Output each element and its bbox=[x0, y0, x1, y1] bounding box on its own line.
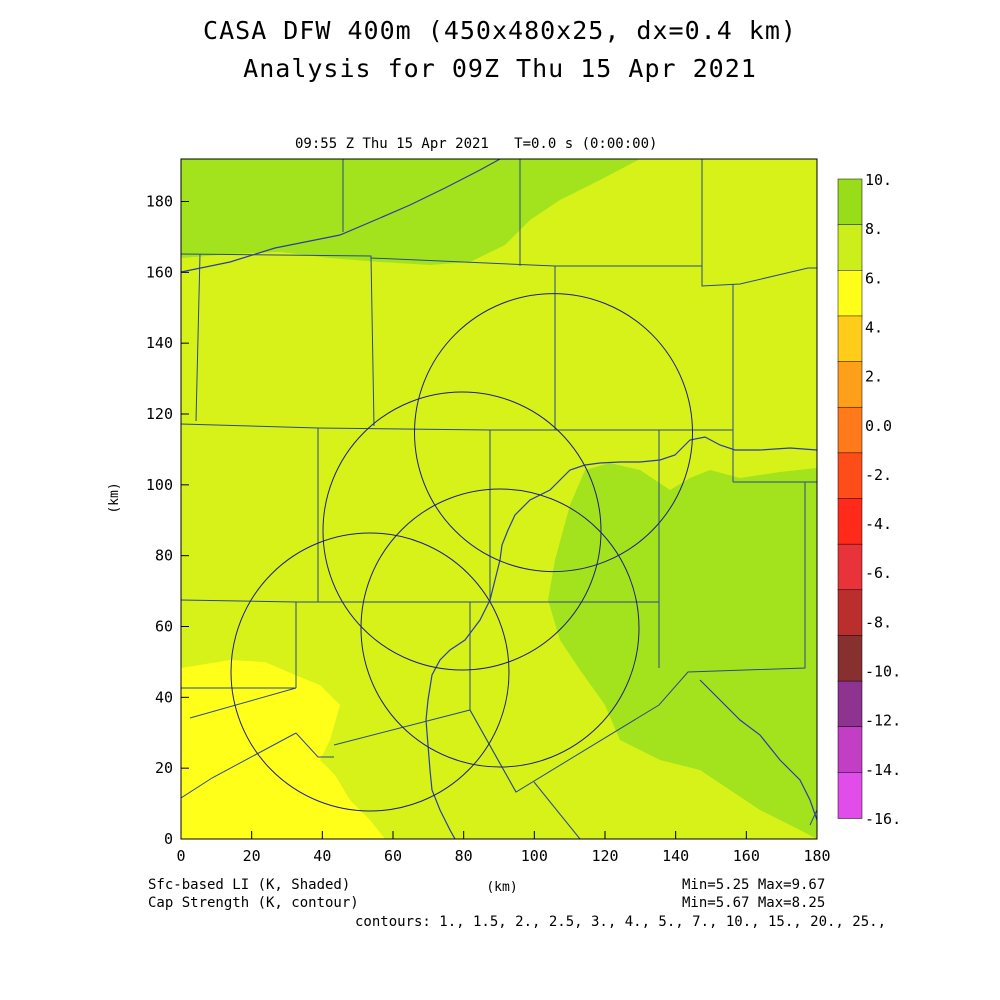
colorbar-swatch bbox=[837, 224, 863, 272]
colorbar-swatch bbox=[837, 543, 863, 591]
colorbar-swatch bbox=[837, 315, 863, 363]
colorbar-swatch bbox=[837, 726, 863, 774]
y-tick-label: 0 bbox=[164, 830, 173, 848]
colorbar-swatch bbox=[837, 361, 863, 408]
colorbar-swatch bbox=[837, 270, 863, 317]
colorbar-label: 10. bbox=[865, 171, 892, 189]
y-tick-label: 60 bbox=[155, 618, 173, 636]
contour-minmax: Min=5.67 Max=8.25 bbox=[682, 895, 826, 911]
colorbar-label: 6. bbox=[865, 269, 883, 287]
y-tick-label: 120 bbox=[146, 405, 173, 423]
colorbar-label: -8. bbox=[865, 613, 892, 631]
y-axis-label: (km) bbox=[107, 482, 122, 513]
y-tick-label: 100 bbox=[146, 476, 173, 494]
county-boundaries bbox=[181, 159, 817, 839]
x-tick-label: 0 bbox=[176, 847, 185, 865]
x-tick-label: 100 bbox=[521, 847, 548, 865]
li-field-northwest-band bbox=[181, 159, 640, 265]
map-title-line2: Analysis for 09Z Thu 15 Apr 2021 bbox=[243, 54, 757, 83]
shaded-field-label: Sfc-based LI (K, Shaded) bbox=[148, 877, 351, 893]
radar-ring-central bbox=[360, 488, 640, 768]
colorbar-swatch bbox=[837, 452, 863, 500]
y-tick-label: 180 bbox=[146, 193, 173, 211]
x-tick-label: 160 bbox=[733, 847, 760, 865]
contour-field-label: Cap Strength (K, contour) bbox=[148, 895, 359, 911]
colorbar-label: -16. bbox=[865, 810, 901, 828]
map-title-line1: CASA DFW 400m (450x480x25, dx=0.4 km) bbox=[203, 16, 797, 45]
x-tick-label: 180 bbox=[803, 847, 830, 865]
colorbar-label: 4. bbox=[865, 318, 883, 336]
radar-ring-northeast bbox=[414, 293, 693, 573]
colorbar-swatch bbox=[837, 178, 863, 226]
colorbar-label: -2. bbox=[865, 466, 892, 484]
radar-ring-southwest bbox=[230, 532, 510, 812]
x-tick-label: 60 bbox=[384, 847, 402, 865]
colorbar-label: -10. bbox=[865, 663, 901, 681]
colorbar-swatch bbox=[837, 498, 863, 545]
colorbar-swatch bbox=[837, 635, 863, 682]
y-tick-label: 20 bbox=[155, 759, 173, 777]
axis-tick-labels: 0 20 40 60 80 100 120 140 160 180 0 20 40 60 80 100 120 1… bbox=[146, 193, 831, 866]
colorbar-label: 2. bbox=[865, 368, 883, 386]
radar-ring-north-central bbox=[322, 391, 602, 671]
x-tick-label: 120 bbox=[591, 847, 618, 865]
li-field-southwest-low bbox=[181, 660, 385, 839]
colorbar-swatch bbox=[837, 589, 863, 637]
y-tick-label: 160 bbox=[146, 263, 173, 281]
colorbar-label: -12. bbox=[865, 712, 901, 730]
y-tick-label: 80 bbox=[155, 547, 173, 565]
li-field-north-high bbox=[181, 159, 500, 258]
colorbar-label: -4. bbox=[865, 515, 892, 533]
colorbar-label: 8. bbox=[865, 220, 883, 238]
x-tick-label: 80 bbox=[455, 847, 473, 865]
contour-levels: contours: 1., 1.5, 2., 2.5, 3., 4., 5., … bbox=[355, 914, 887, 930]
colorbar-label: 0.0 bbox=[865, 417, 892, 435]
x-tick-label: 20 bbox=[243, 847, 261, 865]
colorbar-swatch bbox=[837, 406, 863, 454]
x-axis-label: (km) bbox=[486, 880, 517, 895]
map-frame bbox=[180, 158, 818, 840]
y-tick-label: 140 bbox=[146, 334, 173, 352]
colorbar-label: -6. bbox=[865, 564, 892, 582]
colorbar-swatch bbox=[837, 680, 863, 728]
x-tick-label: 40 bbox=[313, 847, 331, 865]
axis-ticks bbox=[180, 201, 818, 840]
y-tick-label: 40 bbox=[155, 688, 173, 706]
x-tick-label: 140 bbox=[662, 847, 689, 865]
valid-time-label: 09:55 Z Thu 15 Apr 2021 T=0.0 s (0:00:00… bbox=[295, 136, 658, 152]
colorbar-label: -14. bbox=[865, 761, 901, 779]
shaded-minmax: Min=5.25 Max=9.67 bbox=[682, 877, 826, 893]
colorbar: 10. 8. 6. 4. 2. 0.0 -2. -4. -6. -8. -10. -12. -14. -1… bbox=[837, 171, 901, 828]
radar-range-rings bbox=[230, 293, 693, 812]
colorbar-swatch bbox=[837, 772, 863, 819]
map-panel bbox=[181, 159, 817, 839]
